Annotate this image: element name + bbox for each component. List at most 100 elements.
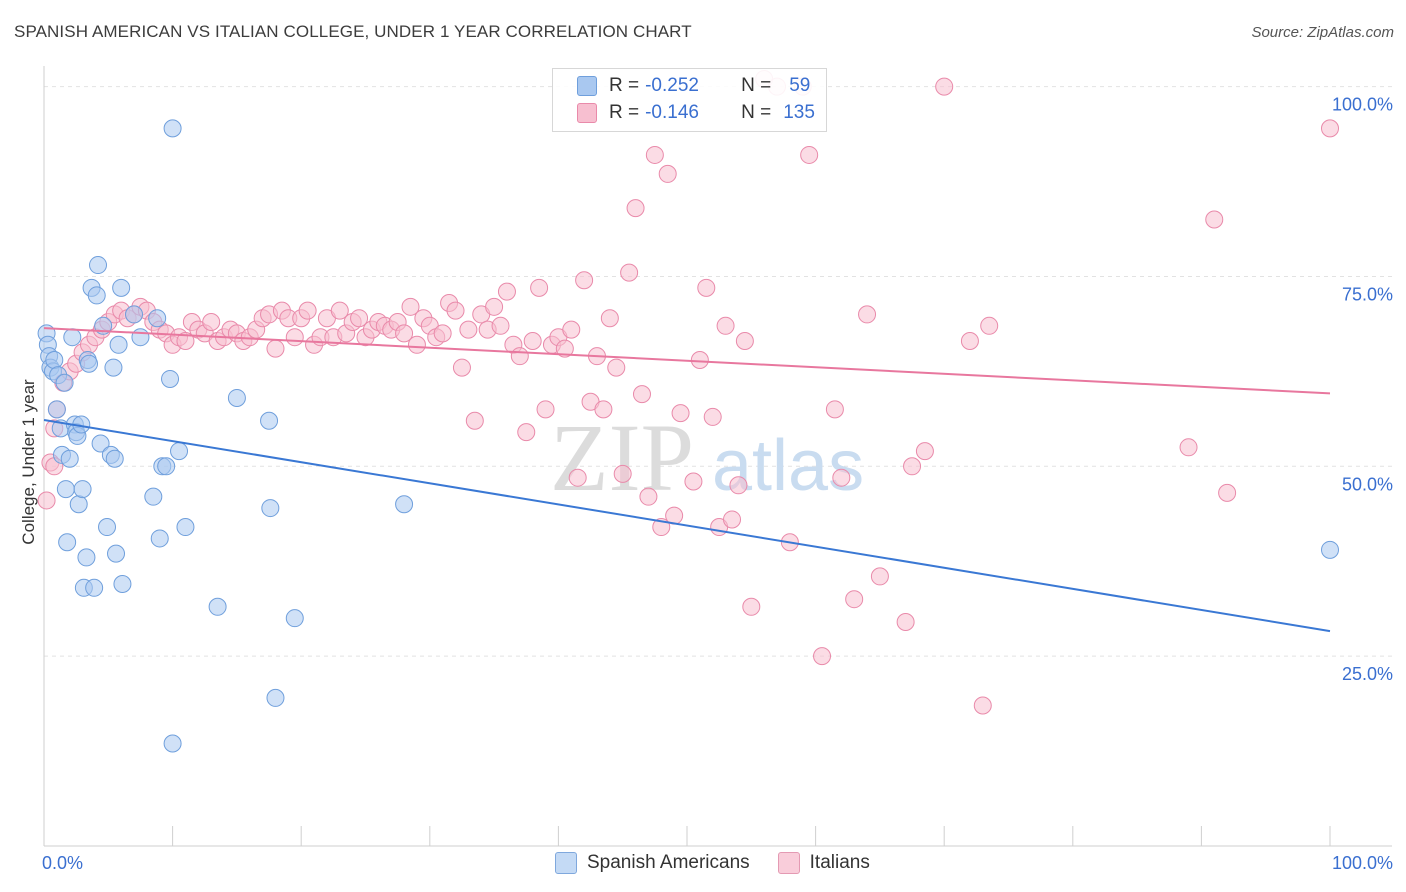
data-point (266, 339, 285, 358)
data-point (510, 347, 529, 366)
data-point (960, 331, 979, 350)
data-point (330, 301, 349, 320)
data-point (626, 199, 645, 218)
data-point (109, 335, 128, 354)
data-point (150, 529, 169, 548)
data-point (1205, 210, 1224, 229)
legend-r-value: -0.252 (645, 75, 699, 96)
data-point (723, 510, 742, 529)
data-point (1218, 483, 1237, 502)
x-tick-label: 100.0% (1332, 853, 1393, 873)
data-point (903, 457, 922, 476)
series-italians (37, 70, 1339, 715)
data-point (176, 331, 195, 350)
data-point (465, 411, 484, 430)
data-point (407, 335, 426, 354)
data-point (69, 495, 88, 514)
legend-r-label: R = (609, 75, 640, 96)
data-point (63, 328, 82, 347)
y-tick-label: 50.0% (1342, 474, 1393, 494)
legend-r-value: -0.146 (645, 102, 699, 123)
data-point (157, 457, 176, 476)
legend-n-label: N = (741, 102, 772, 123)
legend-item-spanish-americans[interactable]: Spanish Americans (555, 852, 750, 874)
data-point (260, 411, 279, 430)
legend-swatch-spanish (577, 76, 597, 96)
data-point (298, 301, 317, 320)
data-point (113, 575, 132, 594)
data-point (607, 358, 626, 377)
data-point (202, 313, 221, 332)
source-label: Source: ZipAtlas.com (1251, 24, 1394, 41)
data-point (980, 316, 999, 335)
data-point (227, 388, 246, 407)
data-point (973, 696, 992, 715)
legend-row-spanish: R = -0.252 N = 59 (577, 73, 810, 99)
data-point (497, 282, 516, 301)
legend-swatch-italians (777, 852, 800, 874)
data-point (176, 518, 195, 537)
data-point (58, 533, 77, 552)
data-point (800, 145, 819, 164)
data-point (858, 305, 877, 324)
data-point (395, 495, 414, 514)
data-point (85, 578, 104, 597)
data-point (1179, 438, 1198, 457)
y-axis-label: College, Under 1 year (19, 379, 38, 545)
data-point (639, 487, 658, 506)
grid-lines (44, 86, 1392, 657)
data-point (266, 688, 285, 707)
data-point (161, 369, 180, 388)
data-point (55, 373, 74, 392)
axes (43, 66, 1392, 847)
data-point (671, 404, 690, 423)
data-point (1321, 119, 1339, 138)
y-tick-label: 75.0% (1342, 284, 1393, 304)
data-point (452, 358, 471, 377)
data-point (935, 77, 954, 96)
data-point (832, 468, 851, 487)
data-point (742, 597, 761, 616)
data-point (112, 278, 131, 297)
data-point (104, 358, 123, 377)
data-point (350, 309, 369, 328)
data-point (703, 407, 722, 426)
data-point (896, 612, 915, 631)
data-point (401, 297, 420, 316)
data-point (105, 449, 124, 468)
data-point (1321, 540, 1339, 559)
legend-n-label: N = (741, 75, 772, 96)
legend-swatch-spanish-americans (555, 852, 577, 874)
data-point (645, 145, 664, 164)
legend-label-spanish-americans: Spanish Americans (587, 852, 750, 873)
data-point (285, 609, 304, 628)
data-point (915, 442, 934, 461)
tick-labels: 25.0% 50.0% 75.0% 100.0% 0.0% 100.0% (42, 95, 1393, 873)
data-point (45, 350, 64, 369)
watermark-atlas: atlas (712, 426, 864, 506)
legend-item-italians[interactable]: Italians (777, 852, 870, 874)
data-point (536, 400, 555, 419)
data-point (575, 271, 594, 290)
data-point (555, 339, 574, 358)
data-point (491, 316, 510, 335)
data-point (73, 480, 92, 499)
trend-line-spanish-americans (43, 418, 1331, 633)
data-point (562, 320, 581, 339)
data-point (89, 256, 108, 275)
data-point (813, 647, 832, 666)
data-point (98, 518, 117, 537)
data-point (56, 480, 75, 499)
watermark-zip: ZIP (550, 404, 694, 511)
legend-swatch-italians (577, 103, 597, 123)
data-point (735, 331, 754, 350)
data-point (845, 590, 864, 609)
x-tick-label: 0.0% (42, 853, 83, 873)
data-point (600, 309, 619, 328)
data-point (825, 400, 844, 419)
data-point (395, 324, 414, 343)
data-point (485, 297, 504, 316)
data-point (446, 301, 465, 320)
data-point (47, 400, 66, 419)
